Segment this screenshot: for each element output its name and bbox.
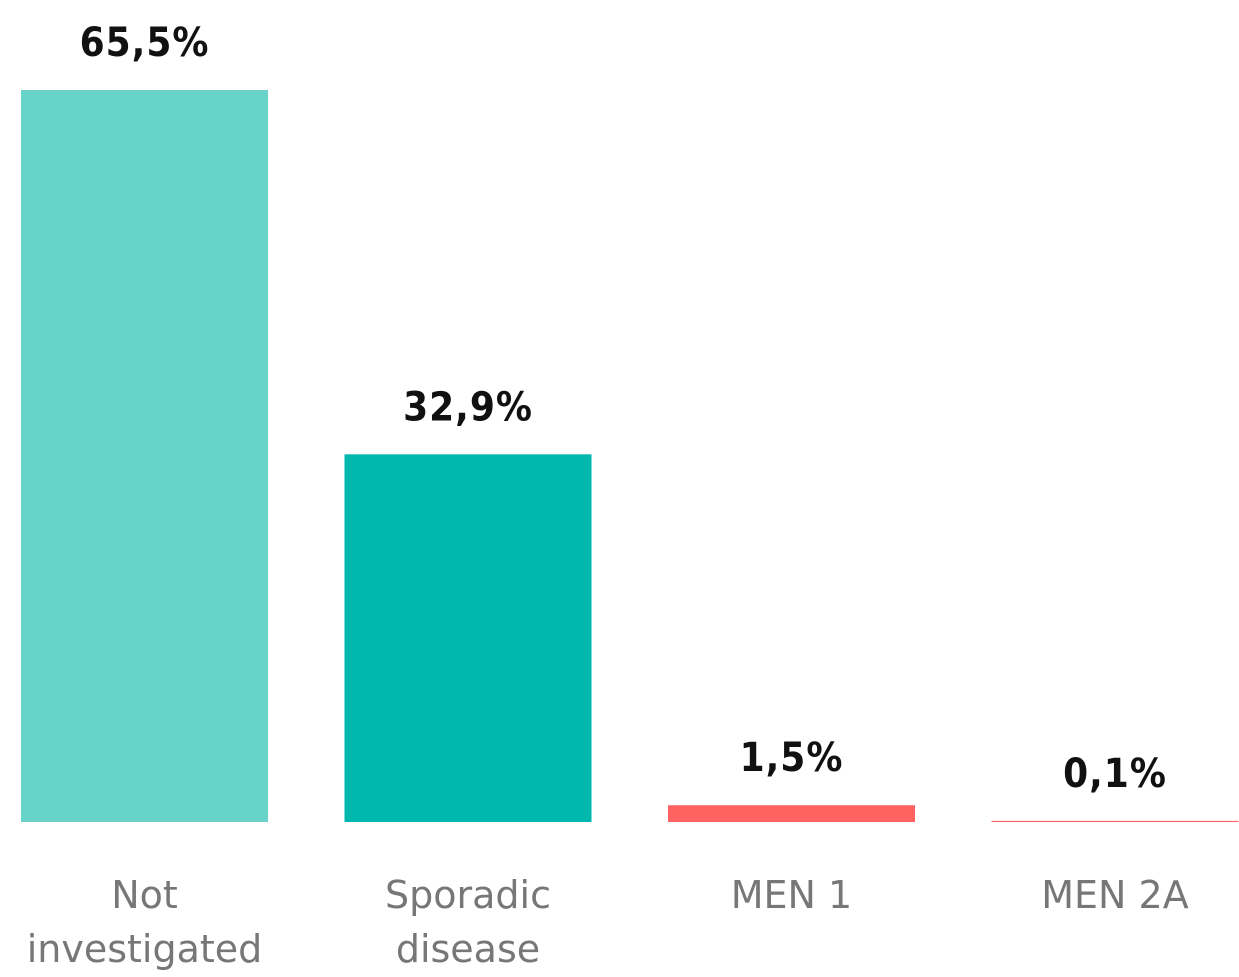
value-label: 32,9%	[403, 384, 533, 430]
category-label: MEN 1	[730, 873, 853, 917]
bar	[344, 454, 592, 822]
category-label: Sporadic disease	[385, 873, 551, 971]
value-label: 1,5%	[740, 735, 844, 781]
bar	[21, 90, 268, 822]
category-label: MEN 2A	[1041, 873, 1189, 917]
category-label: Not investigated	[26, 873, 263, 971]
value-label: 65,5%	[80, 20, 210, 66]
bar	[991, 820, 1239, 822]
value-label: 0,1%	[1063, 751, 1167, 797]
bar	[668, 805, 915, 822]
